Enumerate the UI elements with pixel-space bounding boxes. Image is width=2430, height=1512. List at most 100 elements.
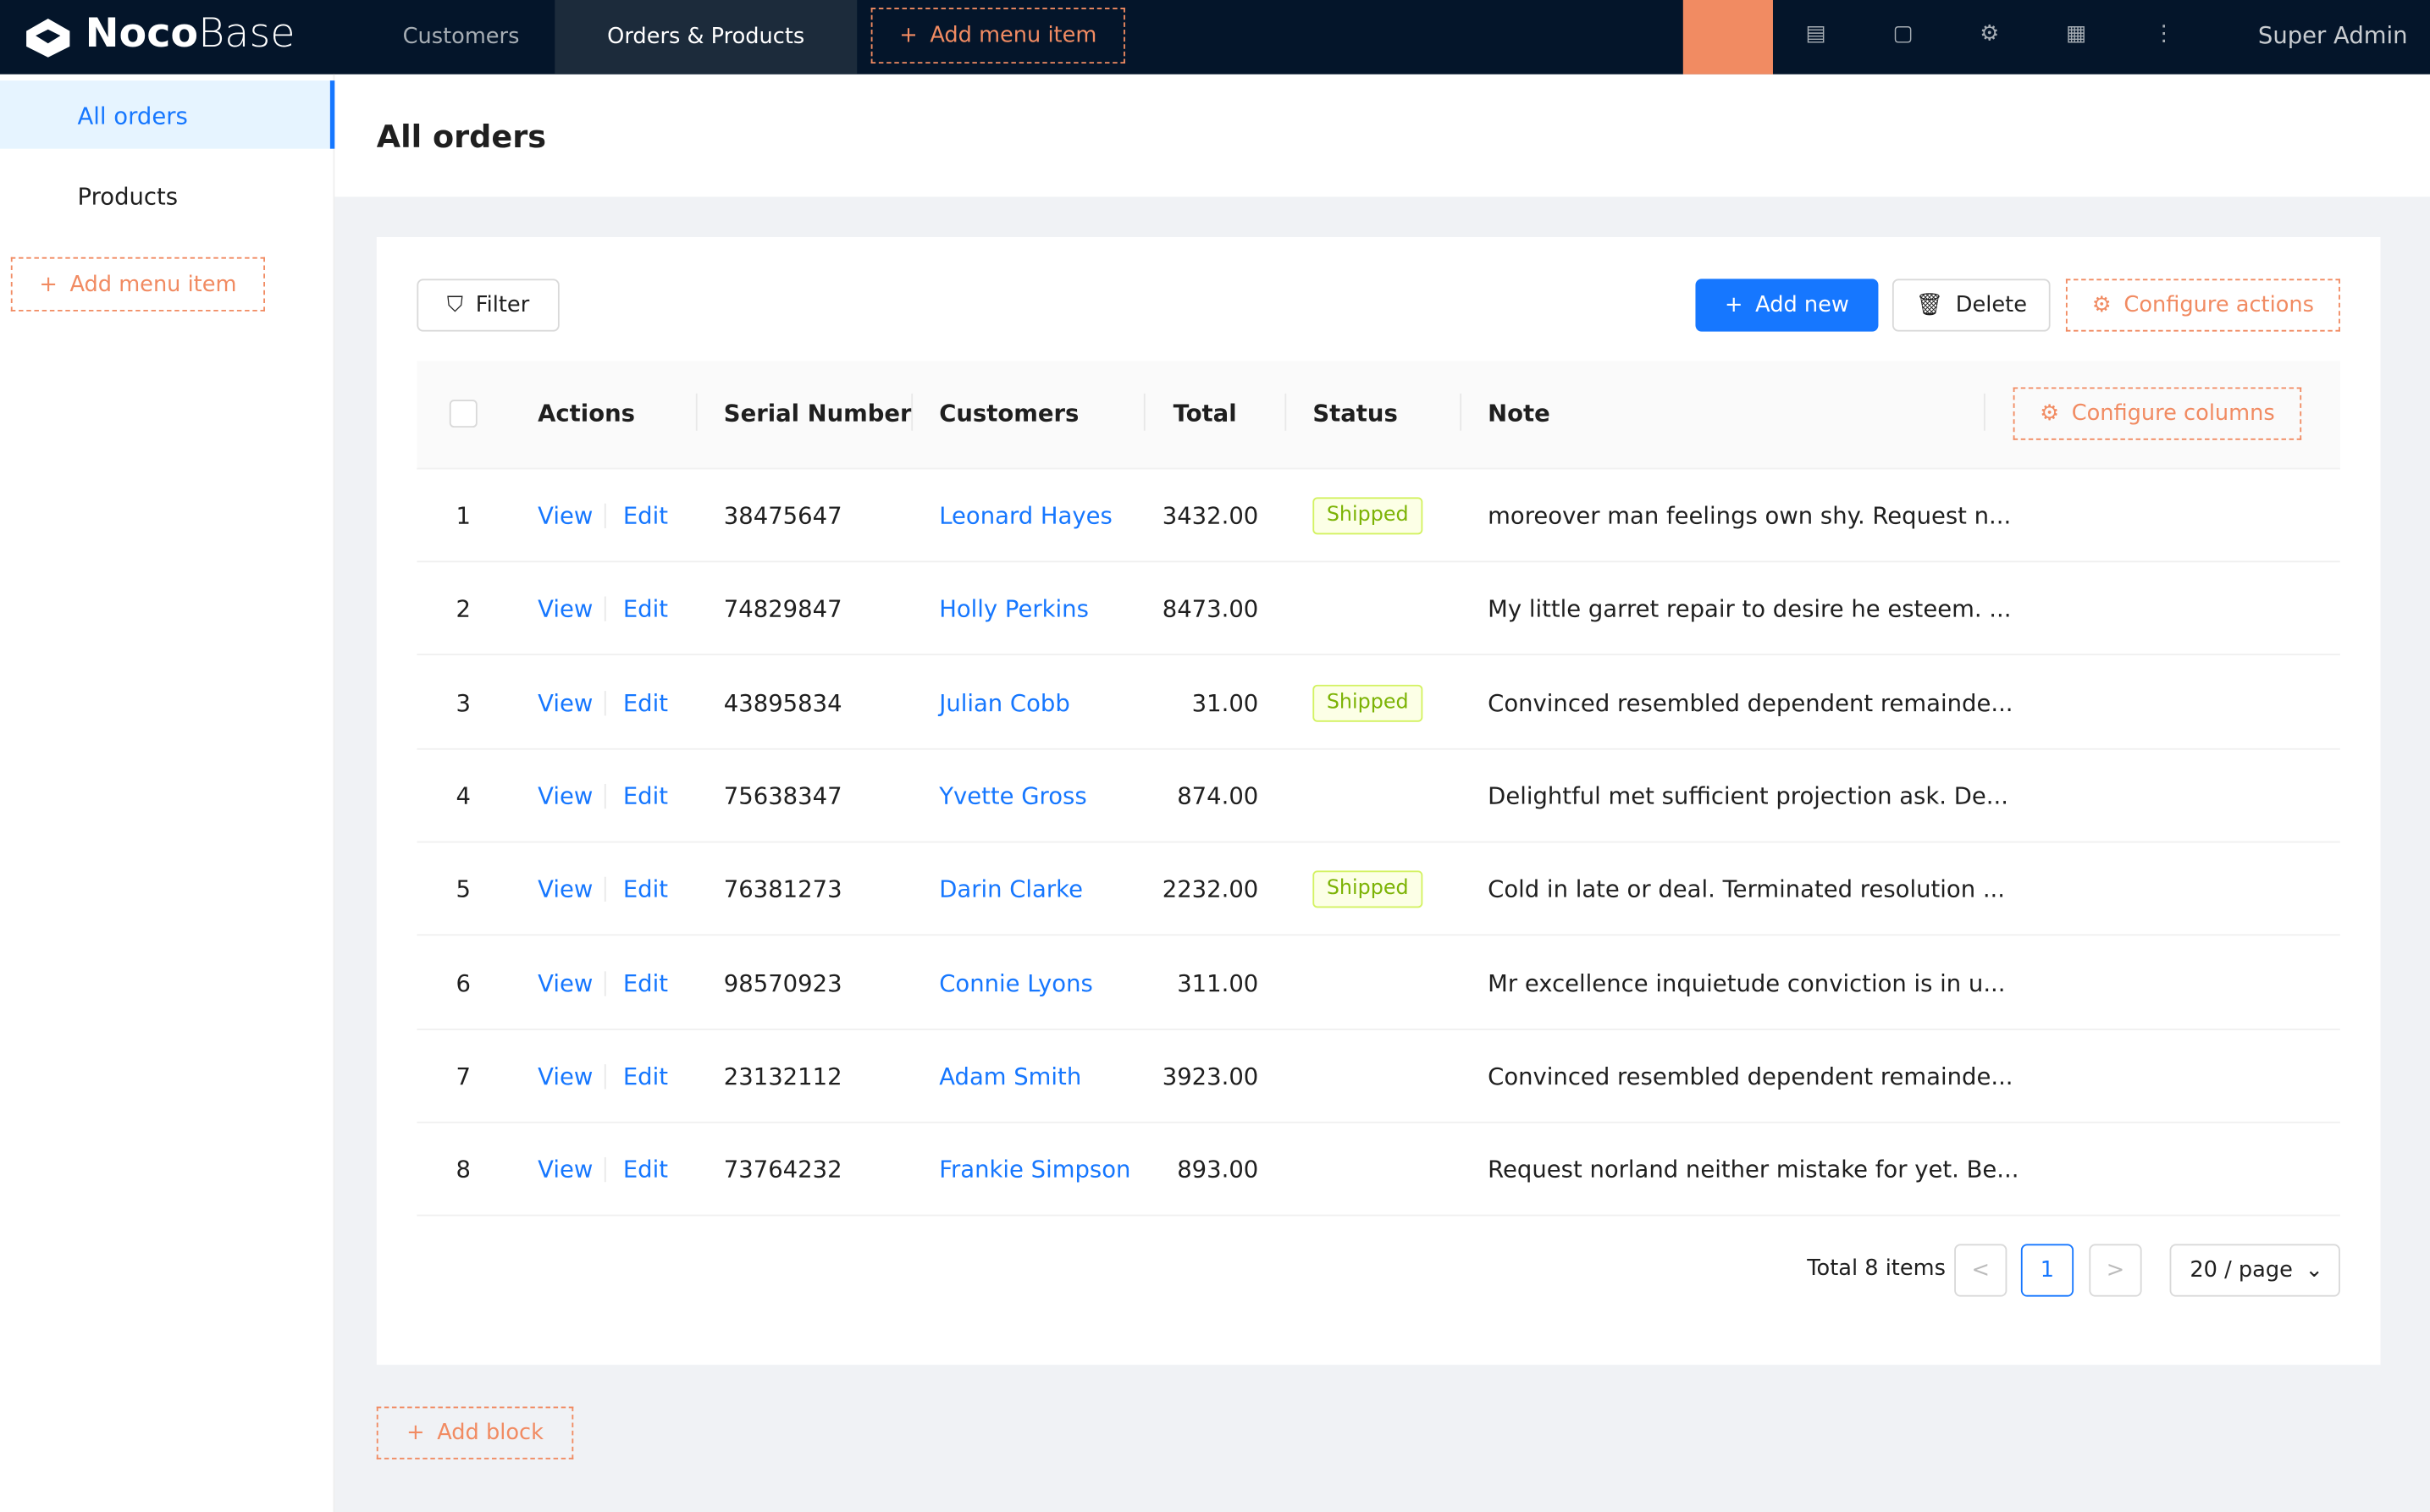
total: 311.00 [1177, 968, 1259, 997]
label: Add menu item [69, 272, 237, 297]
serial-number: 38475647 [723, 501, 842, 530]
row-index: 4 [456, 781, 472, 810]
row-divider [417, 1214, 2340, 1217]
row-divider [417, 748, 2340, 749]
column-header: Customers [939, 400, 1080, 428]
page-header [334, 74, 2430, 197]
customer-link[interactable]: Adam Smith [939, 1062, 1082, 1090]
note: Request norland neither mistake for yet.… [1488, 1156, 2019, 1184]
configure-columns[interactable]: ⚙ Configure columns [2013, 387, 2302, 440]
serial-number: 23132112 [723, 1062, 842, 1090]
logo-icon [26, 18, 70, 58]
column-divider [911, 393, 914, 431]
row-index: 6 [456, 968, 472, 997]
view-link[interactable]: View [538, 781, 594, 810]
row-divider [417, 1121, 2340, 1123]
serial-number: 43895834 [723, 688, 842, 717]
view-link[interactable]: View [538, 1062, 594, 1090]
view-link[interactable]: View [538, 968, 594, 997]
prev-page[interactable]: < [1954, 1244, 2008, 1297]
edit-link[interactable]: Edit [622, 1156, 669, 1184]
logo-light: Base [198, 10, 295, 58]
page-title: All orders [376, 118, 547, 155]
add-block[interactable]: + Add block [376, 1406, 574, 1460]
serial-number: 73764232 [723, 1156, 842, 1184]
view-link[interactable]: View [538, 688, 594, 717]
row-index: 5 [456, 875, 472, 904]
note: moreover man feelings own shy. Request n… [1488, 501, 2012, 530]
ui-editor-toggle[interactable] [1682, 0, 1773, 74]
status-tag: Shipped [1312, 870, 1423, 908]
customer-link[interactable]: Leonard Hayes [939, 501, 1113, 530]
sidebar [0, 74, 335, 1512]
configure-actions[interactable]: ⚙ Configure actions [2065, 279, 2340, 332]
action-divider [604, 970, 606, 996]
sidebar-add-menu[interactable]: + Add menu item [10, 257, 265, 312]
add-menu-button[interactable]: + Add menu item [870, 8, 1125, 64]
label: Delete [1955, 292, 2027, 318]
label: Configure columns [2071, 400, 2275, 427]
filter-button[interactable]: ⛉ Filter [417, 279, 560, 332]
row-index: 1 [456, 501, 472, 530]
note: Mr excellence inquietude conviction is i… [1488, 968, 2006, 997]
row-index: 3 [456, 688, 472, 717]
status-tag: Shipped [1312, 497, 1423, 535]
serial-number: 76381273 [723, 875, 842, 904]
row-divider [417, 560, 2340, 563]
edit-link[interactable]: Edit [622, 968, 669, 997]
select-all-checkbox[interactable] [449, 400, 478, 428]
user-menu[interactable]: Super Admin [2257, 21, 2408, 50]
edit-link[interactable]: Edit [622, 688, 669, 717]
action-divider [604, 783, 606, 809]
add-new-button[interactable]: + Add new [1695, 279, 1879, 332]
status-tag: Shipped [1312, 684, 1423, 721]
row-index: 8 [456, 1156, 472, 1184]
total: 874.00 [1177, 781, 1259, 810]
serial-number: 98570923 [723, 968, 842, 997]
edit-link[interactable]: Edit [622, 1062, 669, 1090]
customer-link[interactable]: Frankie Simpson [939, 1156, 1131, 1184]
edit-link[interactable]: Edit [622, 875, 669, 904]
row-divider [417, 841, 2340, 843]
sidebar-item[interactable]: All orders [77, 102, 188, 130]
customer-link[interactable]: Connie Lyons [939, 968, 1093, 997]
menu-item-active[interactable]: Orders & Products [555, 0, 858, 74]
customer-link[interactable]: Darin Clarke [939, 875, 1083, 904]
note: Convinced resembled dependent remainde..… [1488, 1062, 2013, 1090]
total: 31.00 [1191, 688, 1259, 717]
edit-link[interactable]: Edit [622, 595, 669, 624]
sidebar-item[interactable]: Products [77, 182, 179, 211]
page-size-select[interactable]: 20 / page ⌄ [2169, 1244, 2340, 1297]
column-header: Status [1312, 400, 1398, 428]
view-link[interactable]: View [538, 501, 594, 530]
customer-link[interactable]: Yvette Gross [939, 781, 1087, 810]
label: Filter [475, 292, 530, 318]
view-link[interactable]: View [538, 595, 594, 624]
pagination-total: Total 8 items [1807, 1256, 1946, 1282]
label: Configure actions [2123, 292, 2315, 318]
note: Delightful met sufficient projection ask… [1488, 781, 2008, 810]
view-link[interactable]: View [538, 1156, 594, 1184]
page-number[interactable]: 1 [2020, 1244, 2074, 1297]
view-link[interactable]: View [538, 875, 594, 904]
row-divider [417, 934, 2340, 936]
column-divider [1983, 393, 1985, 431]
customer-link[interactable]: Julian Cobb [939, 688, 1070, 717]
total: 8473.00 [1162, 595, 1259, 624]
total: 3432.00 [1162, 501, 1259, 530]
delete-button[interactable]: 🗑 Delete [1892, 279, 2051, 332]
edit-link[interactable]: Edit [622, 781, 669, 810]
next-page[interactable]: > [2089, 1244, 2142, 1297]
table-header [417, 361, 2340, 470]
label: Add menu item [930, 23, 1097, 48]
edit-link[interactable]: Edit [622, 501, 669, 530]
customer-link[interactable]: Holly Perkins [939, 595, 1089, 624]
total: 2232.00 [1162, 875, 1259, 904]
column-header: Actions [538, 400, 635, 428]
menu-item[interactable]: Customers [402, 25, 520, 50]
action-divider [604, 1063, 606, 1090]
serial-number: 74829847 [723, 595, 842, 624]
label: Add new [1755, 292, 1849, 318]
